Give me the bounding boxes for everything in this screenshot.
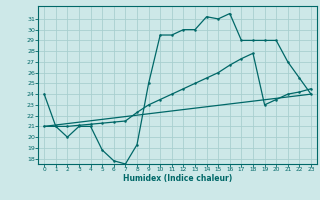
X-axis label: Humidex (Indice chaleur): Humidex (Indice chaleur) [123, 174, 232, 183]
